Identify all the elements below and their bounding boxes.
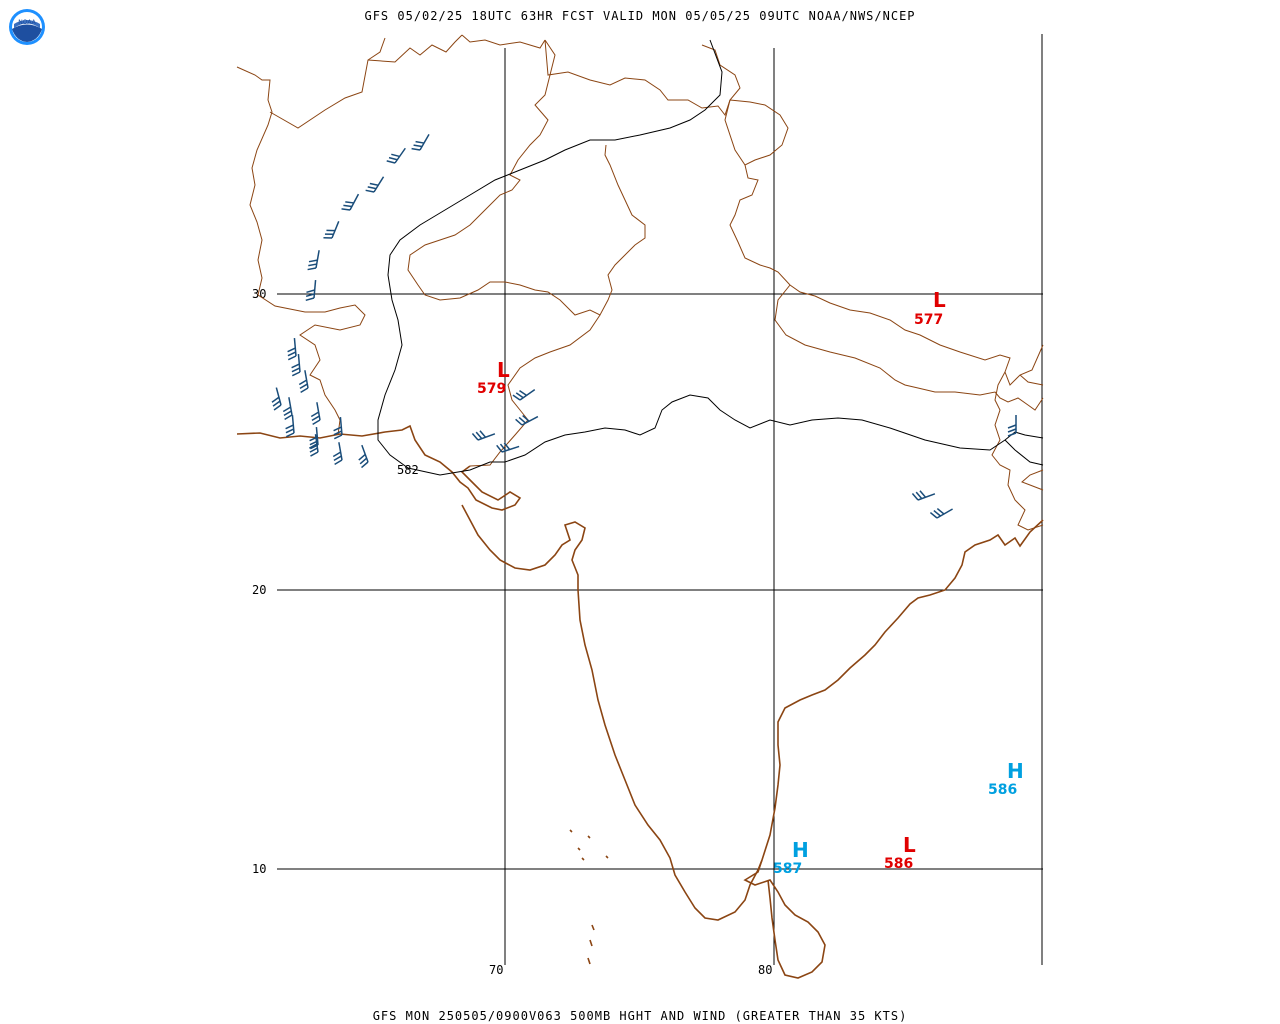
wind-barb (333, 417, 343, 440)
wind-barb (305, 280, 317, 302)
wind-barb (285, 415, 295, 438)
high-bay-symbol: H (1007, 759, 1024, 783)
wind-barb (471, 430, 496, 441)
lat-label-20: 20 (252, 583, 266, 597)
wind-barb (929, 507, 953, 519)
low-nepal-value: 577 (914, 312, 943, 328)
lat-label-30: 30 (252, 287, 266, 301)
wind-barb (341, 193, 360, 211)
wind-barb (496, 442, 520, 453)
wind-barb (287, 338, 297, 361)
lat-label-10: 10 (252, 862, 266, 876)
low-bay-symbol: L (903, 833, 916, 857)
logo-text: NOAA (18, 19, 36, 26)
wind-barb (911, 490, 936, 501)
low-bay-value: 586 (884, 856, 913, 872)
wind-barb (1007, 415, 1017, 437)
wind-barb (309, 434, 319, 457)
wind-barb (512, 389, 536, 401)
low-pakistan-symbol: L (497, 358, 510, 382)
wind-barb (271, 387, 282, 411)
wind-barb (411, 134, 430, 151)
wind-barb (291, 354, 301, 377)
wind-barb (323, 221, 340, 239)
grid-lines (277, 34, 1043, 965)
contour-label: 582 (397, 463, 419, 477)
wind-barb (332, 442, 343, 465)
wind-barb (515, 415, 539, 426)
wind-barb (386, 147, 406, 164)
high-bay-value: 586 (988, 782, 1017, 798)
chart-caption: GFS MON 250505/0900V063 500MB HGHT AND W… (372, 1009, 908, 1023)
height-contour (377, 39, 1044, 476)
wind-barb (310, 402, 321, 425)
wind-barb (298, 370, 309, 393)
high-srilanka-value: 587 (773, 861, 802, 877)
wind-barbs (271, 134, 1017, 519)
country-borders (236, 34, 1044, 531)
coastline (236, 424, 1044, 979)
noaa-logo: NOAA (9, 9, 45, 45)
chart-title: GFS 05/02/25 18UTC 63HR FCST VALID MON 0… (364, 9, 916, 23)
low-pakistan-value: 579 (477, 381, 506, 397)
pressure-centers: L 579 L 577 L 586 H 587 H 586 (477, 288, 1024, 877)
wind-barb (282, 397, 293, 420)
lon-label-80: 80 (758, 963, 772, 977)
wind-barb (358, 444, 369, 469)
wind-barb (307, 250, 320, 271)
high-srilanka-symbol: H (792, 838, 809, 862)
low-nepal-symbol: L (933, 288, 946, 312)
lon-label-70: 70 (489, 963, 503, 977)
wind-barb (365, 176, 385, 193)
